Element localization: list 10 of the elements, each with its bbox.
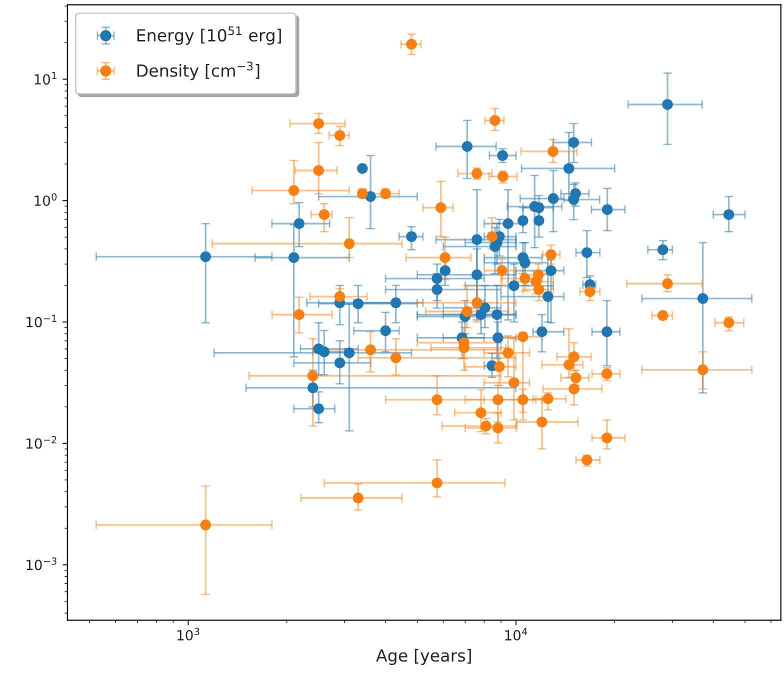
x-axis-title: Age [years] (376, 648, 471, 665)
x-tick-label: 10$^{4}$ (505, 628, 528, 641)
y-tick-label: 10$^{−3}$ (26, 557, 56, 570)
y-tick-label: 10$^{−2}$ (26, 436, 56, 449)
y-tick-label: 10$^{1}$ (34, 72, 56, 85)
legend-label: Energy [10$^{51}$ erg] (137, 26, 281, 45)
legend-label: Density [cm$^{−3}$] (137, 62, 260, 80)
x-tick-label: 10$^{3}$ (178, 628, 200, 641)
y-tick-label: 10$^{0}$ (34, 193, 57, 206)
y-tick-label: 10$^{−1}$ (26, 314, 56, 328)
